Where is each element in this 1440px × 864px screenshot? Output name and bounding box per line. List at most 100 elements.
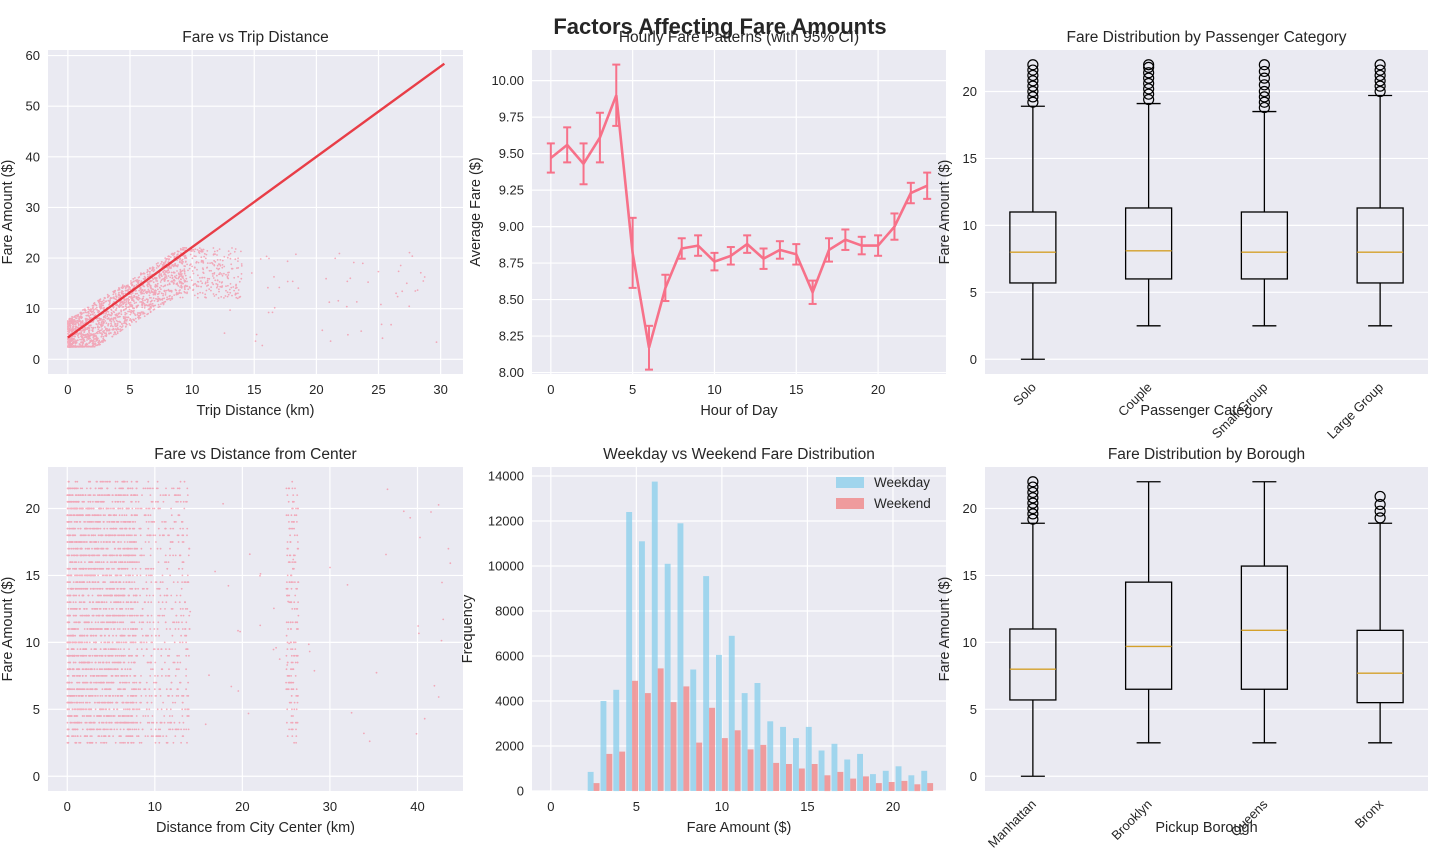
scatter-point	[97, 661, 100, 664]
scatter-point	[91, 728, 94, 731]
scatter-point	[131, 534, 133, 537]
scatter-point	[81, 344, 84, 347]
scatter-point	[98, 310, 101, 313]
scatter-point	[121, 654, 123, 657]
error-bar	[645, 324, 653, 371]
scatter-point	[219, 285, 222, 288]
scatter-point	[74, 487, 77, 490]
scatter-point	[92, 494, 95, 496]
scatter-point	[74, 634, 77, 637]
scatter-point	[125, 303, 127, 306]
scatter-point	[183, 286, 186, 289]
scatter-point	[105, 329, 108, 332]
scatter-point	[99, 306, 102, 308]
scatter-point	[123, 541, 126, 543]
scatter-point	[105, 312, 107, 315]
scatter-point	[184, 274, 187, 277]
scatter-point	[238, 296, 241, 299]
scatter-point	[114, 328, 117, 330]
scatter-point	[86, 741, 89, 744]
scatter-point	[346, 280, 349, 283]
scatter-point	[103, 641, 106, 644]
scatter-point	[101, 721, 103, 724]
scatter-point	[100, 303, 102, 306]
scatter-point	[83, 554, 86, 557]
scatter-point	[94, 494, 96, 496]
x-tick-label: 15	[247, 382, 261, 397]
scatter-point	[135, 320, 138, 323]
scatter-point	[179, 681, 182, 684]
scatter-point	[83, 329, 86, 332]
scatter-point	[112, 681, 114, 684]
scatter-point	[170, 271, 173, 274]
scatter-point	[119, 330, 122, 333]
scatter-point	[80, 721, 83, 724]
scatter-point	[83, 608, 86, 610]
scatter-point	[125, 608, 127, 610]
scatter-point	[133, 675, 136, 677]
scatter-point	[95, 323, 98, 325]
scatter-point	[75, 494, 77, 496]
scatter-point	[69, 326, 72, 329]
scatter-point	[214, 279, 217, 282]
scatter-point	[112, 328, 115, 331]
scatter-point	[118, 628, 121, 630]
scatter-point	[102, 507, 105, 510]
scatter-point	[116, 323, 119, 325]
scatter-point	[108, 721, 110, 724]
scatter-point	[81, 494, 84, 496]
scatter-point	[84, 327, 86, 329]
scatter-point	[107, 728, 109, 731]
scatter-point	[349, 277, 352, 280]
scatter-point	[96, 332, 99, 335]
scatter-point	[82, 614, 84, 617]
scatter-point	[131, 561, 134, 563]
scatter-point	[171, 296, 174, 298]
scatter-point	[151, 668, 154, 671]
scatter-point	[90, 675, 92, 677]
scatter-point	[103, 715, 106, 717]
scatter-point	[116, 327, 119, 329]
scatter-point	[233, 289, 236, 292]
scatter-point	[171, 264, 174, 266]
scatter-point	[140, 290, 143, 293]
scatter-point	[173, 294, 176, 296]
scatter-point	[168, 297, 171, 300]
scatter-point	[119, 741, 121, 744]
scatter-point	[87, 594, 90, 597]
scatter-point	[113, 321, 116, 323]
scatter-point	[216, 267, 218, 270]
scatter-point	[72, 668, 75, 671]
scatter-point	[174, 601, 177, 604]
scatter-point	[129, 641, 132, 644]
scatter-point	[86, 332, 89, 335]
scatter-point	[79, 614, 82, 617]
scatter-point	[146, 273, 149, 276]
scatter-point	[121, 514, 123, 517]
scatter-point	[75, 317, 78, 319]
scatter-point	[136, 312, 139, 314]
scatter-point	[102, 318, 105, 321]
scatter-point	[117, 675, 120, 677]
scatter-point	[129, 574, 132, 577]
scatter-point	[67, 701, 69, 704]
scatter-point	[361, 262, 364, 265]
scatter-point	[100, 567, 103, 570]
scatter-point	[145, 290, 148, 293]
scatter-point	[83, 641, 86, 644]
scatter-point	[199, 277, 201, 279]
scatter-point	[148, 270, 151, 273]
scatter-point	[108, 332, 110, 335]
scatter-point	[120, 494, 123, 496]
scatter-point	[71, 330, 74, 333]
scatter-point	[115, 333, 117, 336]
scatter-point	[113, 708, 115, 711]
scatter-point	[158, 264, 161, 267]
scatter-point	[104, 628, 107, 630]
scatter-point	[167, 258, 169, 260]
scatter-point	[120, 326, 123, 329]
scatter-point	[213, 253, 215, 256]
scatter-point	[125, 641, 128, 644]
scatter-point	[84, 648, 87, 650]
scatter-point	[104, 688, 106, 691]
